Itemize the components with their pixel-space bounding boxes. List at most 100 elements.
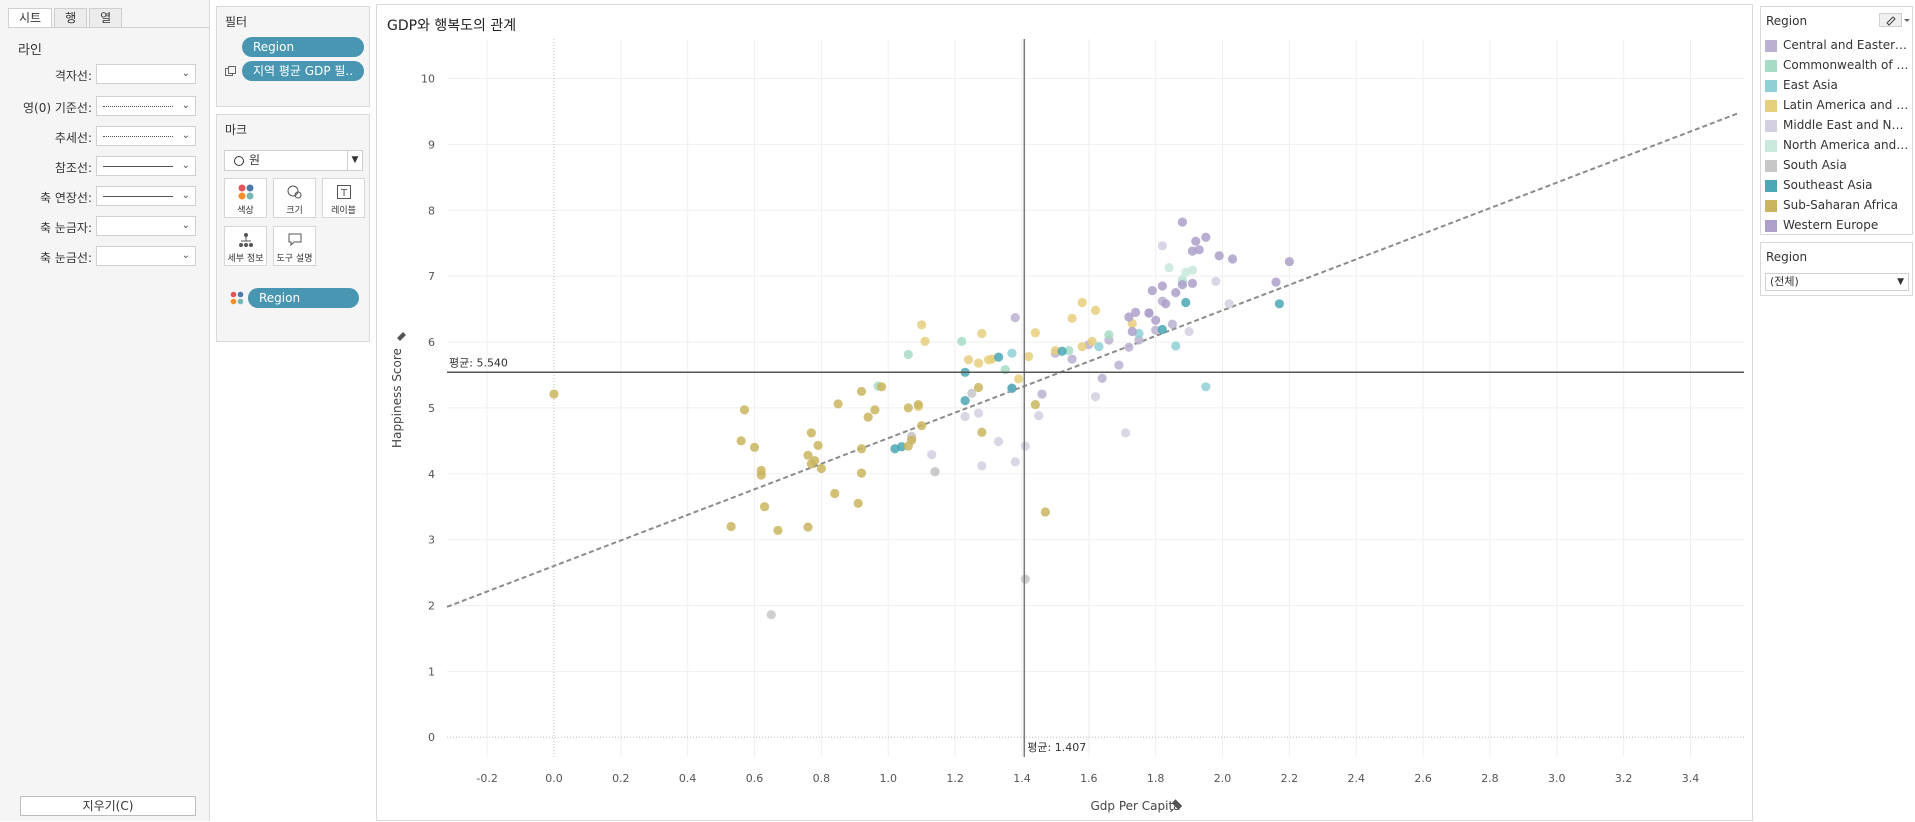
data-point[interactable] [1127, 326, 1137, 337]
legend-item[interactable]: Central and Eastern .. [1765, 37, 1911, 55]
data-point[interactable] [957, 336, 967, 346]
data-point[interactable] [806, 428, 816, 438]
data-point[interactable] [1104, 330, 1114, 340]
data-point[interactable] [1151, 325, 1161, 335]
legend-item[interactable]: Western Europe [1765, 217, 1911, 235]
data-point[interactable] [1134, 335, 1144, 345]
data-point[interactable] [993, 352, 1004, 362]
data-point[interactable] [1067, 354, 1077, 364]
filter-pill-region[interactable]: Region [242, 37, 364, 57]
data-point[interactable] [749, 442, 760, 453]
axis-ticks-select[interactable]: ⌄ [96, 246, 196, 266]
data-point[interactable] [977, 427, 987, 437]
region-filter-select[interactable]: (전체) ▼ [1765, 273, 1909, 291]
data-point[interactable] [1007, 348, 1017, 358]
legend-item[interactable]: Sub-Saharan Africa [1765, 197, 1911, 215]
data-point[interactable] [1271, 277, 1281, 287]
data-point[interactable] [1171, 341, 1181, 351]
data-point[interactable] [1020, 574, 1030, 584]
data-point[interactable] [1030, 328, 1040, 338]
legend-item[interactable]: Middle East and Nort.. [1765, 117, 1911, 135]
data-point[interactable] [766, 610, 776, 620]
data-point[interactable] [1114, 360, 1124, 370]
data-point[interactable] [1010, 313, 1020, 323]
data-point[interactable] [977, 328, 987, 339]
data-point[interactable] [1227, 254, 1238, 264]
data-point[interactable] [1224, 299, 1234, 309]
data-point[interactable] [993, 436, 1004, 447]
data-point[interactable] [903, 349, 913, 360]
data-point[interactable] [1097, 373, 1107, 383]
data-point[interactable] [1201, 382, 1211, 392]
data-point[interactable] [927, 450, 937, 460]
data-point[interactable] [973, 382, 984, 393]
data-point[interactable] [856, 444, 867, 454]
data-point[interactable] [1211, 276, 1221, 287]
data-point[interactable] [1124, 342, 1134, 352]
data-point[interactable] [773, 525, 783, 536]
legend-item[interactable]: East Asia [1765, 77, 1911, 95]
data-point[interactable] [756, 470, 766, 480]
data-point[interactable] [960, 411, 970, 422]
data-point[interactable] [739, 405, 750, 415]
tooltip-button[interactable]: 도구 설명 [273, 226, 316, 266]
data-point[interactable] [863, 412, 873, 422]
data-point[interactable] [1157, 324, 1167, 335]
data-point[interactable] [1167, 319, 1177, 329]
data-point[interactable] [856, 386, 867, 397]
data-point[interactable] [917, 421, 927, 431]
data-point[interactable] [1191, 236, 1201, 246]
detail-button[interactable]: 세부 정보 [224, 226, 267, 266]
data-point[interactable] [1077, 297, 1087, 308]
data-point[interactable] [1177, 217, 1188, 227]
filter-pill-avg-gdp[interactable]: 지역 평균 GDP 필.. [242, 61, 364, 81]
reference-lines-select[interactable]: ⌄ [96, 156, 196, 176]
data-point[interactable] [726, 521, 736, 532]
data-point[interactable] [1064, 345, 1074, 356]
legend-item[interactable]: Commonwealth of In.. [1765, 57, 1911, 75]
data-point[interactable] [967, 388, 977, 398]
zero-lines-select[interactable]: ⌄ [96, 96, 196, 116]
scatter-plot[interactable]: -0.2 0.0 0.2 0.4 0.6 0.8 1.0 1.2 1.4 1.6 1.8 2.0 2.2… [377, 5, 1754, 822]
data-point[interactable] [833, 399, 843, 409]
data-point[interactable] [897, 442, 907, 452]
data-point[interactable] [1177, 280, 1188, 290]
data-point[interactable] [913, 399, 923, 410]
color-pill-region[interactable]: Region [248, 288, 359, 308]
drop-lines-select[interactable]: ⌄ [96, 186, 196, 206]
grid-lines-select[interactable]: ⌄ [96, 64, 196, 84]
data-point[interactable] [930, 467, 940, 477]
mark-type-select[interactable]: 원 ▼ [224, 150, 363, 171]
trend-line[interactable] [446, 112, 1738, 608]
legend-item[interactable]: Southeast Asia [1765, 177, 1911, 195]
data-point[interactable] [1014, 374, 1024, 384]
tab-rows[interactable]: 행 [54, 8, 88, 28]
data-point[interactable] [1050, 345, 1060, 356]
data-point[interactable] [903, 441, 913, 451]
tab-columns[interactable]: 열 [89, 8, 123, 28]
data-point[interactable] [1020, 441, 1030, 451]
data-point[interactable] [1090, 392, 1101, 402]
data-point[interactable] [1010, 457, 1020, 467]
color-button[interactable]: 색상 [224, 178, 267, 218]
data-point[interactable] [1187, 265, 1198, 275]
data-point[interactable] [803, 522, 813, 532]
axis-rulers-select[interactable]: ⌄ [96, 216, 196, 236]
data-point[interactable] [960, 396, 970, 406]
clear-button[interactable]: 지우기(C) [20, 796, 196, 816]
data-point[interactable] [1274, 299, 1284, 309]
data-point[interactable] [1030, 399, 1040, 410]
data-point[interactable] [1184, 326, 1194, 337]
data-point[interactable] [759, 502, 770, 512]
legend-item[interactable]: South Asia [1765, 157, 1911, 175]
data-point[interactable] [1087, 336, 1097, 346]
data-point[interactable] [803, 450, 813, 460]
data-point[interactable] [549, 389, 559, 399]
trend-lines-select[interactable]: ⌄ [96, 126, 196, 146]
data-point[interactable] [1187, 278, 1198, 288]
data-point[interactable] [1147, 286, 1157, 296]
label-button[interactable]: T 레이블 [322, 178, 365, 218]
data-point[interactable] [810, 455, 820, 466]
data-point[interactable] [1157, 281, 1167, 291]
data-point[interactable] [830, 488, 840, 499]
